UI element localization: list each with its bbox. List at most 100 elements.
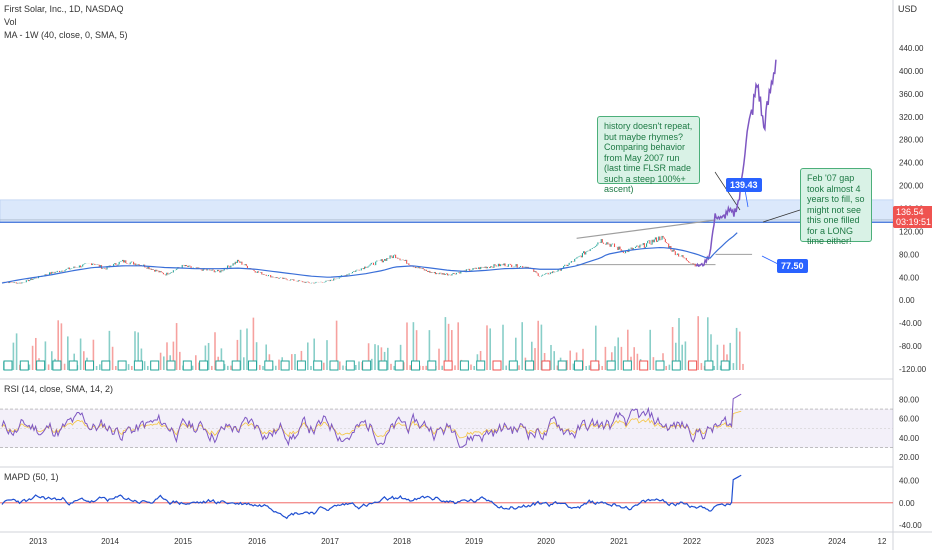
price-axis-tick: 80.00 [899,250,920,259]
volume-bar [444,317,447,370]
volume-bar [211,365,213,370]
volume-bar [323,362,325,370]
earnings-marker [3,360,13,371]
rsi-line [1,393,742,448]
date-axis-tick: 2021 [610,537,628,546]
volume-bar [204,345,207,370]
volume-bar [428,330,431,370]
volume-bar [425,365,427,370]
moving-average-line [1,232,738,284]
volume-bar [12,342,15,370]
volume-bar [335,320,338,370]
volume-bar [371,358,373,370]
volume-bar [489,328,491,370]
earnings-marker [411,360,420,371]
earnings-marker [655,360,665,371]
volume-bar [582,348,584,370]
low-pointer [761,255,779,265]
volume-bar [707,317,709,370]
volume-bar [236,339,239,370]
earnings-marker [525,360,535,371]
history-annotation[interactable]: history doesn't repeat, but maybe rhymes… [597,116,700,194]
price-axis-tick: 440.00 [899,44,924,53]
volume-bar [131,365,133,370]
volume-bar [291,354,293,370]
earnings-marker [492,360,502,371]
price-axis-tick: 400.00 [899,67,924,76]
earnings-marker [345,360,355,371]
volume-bar [422,365,424,370]
earnings-marker [671,360,681,371]
volume-bar [668,364,671,370]
volume-bar [732,363,735,370]
volume-bar [566,360,568,370]
volume-bar [739,331,741,370]
volume-bar [179,351,181,370]
volume-bar [342,365,344,370]
volume-bar [515,337,517,370]
volume-bar [729,342,731,370]
volume-bar [470,364,472,370]
volume-bar [326,340,328,370]
earnings-marker [101,360,111,371]
volume-bar [534,348,536,370]
date-axis-tick: 2013 [29,537,47,546]
volume-bar [278,359,280,370]
volume-bar [675,342,677,370]
volume-bar [143,361,146,370]
volume-bar [252,317,255,370]
earnings-marker [248,360,257,371]
earnings-marker [508,360,518,371]
earnings-marker [704,360,714,371]
price-axis-tick: -80.00 [899,342,922,351]
date-axis-tick: 12 [878,537,887,546]
rsi-axis-tick: 20.00 [899,453,920,462]
high-price-tag: 139.43 [726,178,762,192]
mapd-line [1,474,742,520]
volume-bar [262,365,264,370]
volume-bar [569,350,571,370]
date-axis-tick: 2015 [174,537,192,546]
volume-bar [671,327,674,370]
earnings-marker [378,360,388,371]
volume-bar [275,365,277,370]
volume-bar [540,324,543,370]
volume-bar [51,351,53,370]
volume-bar [649,329,651,370]
volume-bar [111,346,114,370]
volume-bar [735,327,738,370]
volume-bar [67,336,69,370]
earnings-marker [394,360,404,371]
volume-bar [387,347,389,370]
volume-bar [220,348,223,370]
earnings-marker [150,360,160,371]
volume-bar [44,341,47,370]
volume-bar [473,365,475,370]
date-axis-tick: 2018 [393,537,411,546]
earnings-marker [199,360,209,371]
earnings-marker [557,360,567,371]
volume-bar [716,344,719,370]
volume-bar [697,316,699,370]
volume-bar [390,363,392,370]
price-axis-tick: 320.00 [899,113,924,122]
earnings-marker [231,360,241,371]
volume-bar [550,344,552,370]
price-axis-tick: 360.00 [899,90,924,99]
volume-bar [63,363,66,370]
volume-bar [409,365,411,370]
volume-bar [166,342,168,370]
high-pointer [744,189,749,208]
earnings-marker [182,360,192,371]
volume-bar [505,365,507,370]
volume-bar [601,365,603,370]
volume-bar [457,322,459,370]
volume-bar [294,354,296,370]
gap-annotation[interactable]: Feb '07 gap took almost 4 years to fill,… [800,168,872,246]
date-axis-tick: 2014 [101,537,119,546]
volume-bar [35,337,37,370]
volume-bar [479,350,482,370]
volume-bar [441,365,443,370]
mapd-axis-tick: 40.00 [899,476,920,485]
